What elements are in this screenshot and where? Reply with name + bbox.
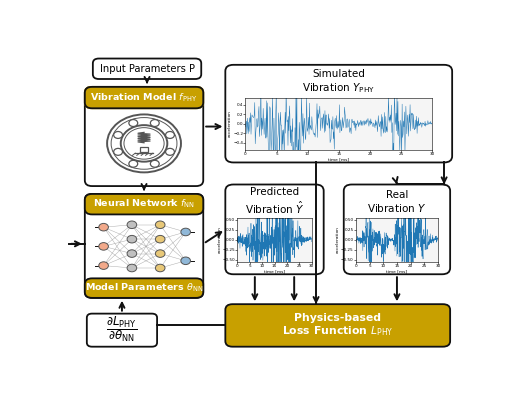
Circle shape [113, 132, 122, 138]
FancyBboxPatch shape [225, 304, 450, 347]
Circle shape [181, 228, 191, 236]
Circle shape [127, 250, 137, 257]
Circle shape [155, 221, 165, 229]
FancyBboxPatch shape [225, 184, 324, 274]
Text: Physics-based
Loss Function $L_\mathsf{PHY}$: Physics-based Loss Function $L_\mathsf{P… [282, 312, 394, 338]
Circle shape [155, 264, 165, 272]
Circle shape [150, 119, 159, 126]
FancyBboxPatch shape [85, 194, 203, 214]
FancyBboxPatch shape [93, 58, 201, 79]
Circle shape [129, 160, 138, 167]
Text: $\dfrac{\partial L_\mathsf{PHY}}{\partial \theta_\mathsf{NN}}$: $\dfrac{\partial L_\mathsf{PHY}}{\partia… [106, 314, 137, 344]
FancyBboxPatch shape [85, 279, 203, 298]
Circle shape [127, 264, 137, 272]
Circle shape [150, 160, 159, 167]
Text: Real
Vibration $Y$: Real Vibration $Y$ [367, 190, 427, 214]
Circle shape [127, 236, 137, 243]
Text: Model Parameters $\theta_\mathsf{NN}$: Model Parameters $\theta_\mathsf{NN}$ [85, 282, 203, 294]
Circle shape [99, 262, 108, 270]
Circle shape [166, 132, 175, 138]
FancyBboxPatch shape [85, 87, 203, 108]
FancyBboxPatch shape [85, 87, 203, 186]
FancyBboxPatch shape [85, 87, 203, 108]
Circle shape [155, 236, 165, 243]
Text: Neural Network $f_\mathsf{NN}$: Neural Network $f_\mathsf{NN}$ [93, 198, 195, 211]
FancyBboxPatch shape [85, 194, 203, 298]
Text: Input Parameters P: Input Parameters P [99, 64, 195, 74]
Text: Simulated
Vibration $Y_\mathsf{PHY}$: Simulated Vibration $Y_\mathsf{PHY}$ [302, 69, 375, 95]
Circle shape [99, 243, 108, 250]
FancyBboxPatch shape [344, 184, 450, 274]
Circle shape [127, 221, 137, 229]
Text: Vibration Model $f_\mathsf{PHY}$: Vibration Model $f_\mathsf{PHY}$ [91, 91, 197, 104]
Circle shape [181, 257, 191, 265]
FancyBboxPatch shape [87, 314, 157, 347]
Circle shape [113, 148, 122, 155]
Bar [140, 146, 149, 152]
FancyBboxPatch shape [225, 65, 452, 162]
Text: Predicted
Vibration $\hat{Y}$: Predicted Vibration $\hat{Y}$ [245, 187, 304, 216]
Circle shape [155, 250, 165, 257]
Circle shape [99, 223, 108, 231]
Circle shape [166, 148, 175, 155]
Circle shape [129, 119, 138, 126]
